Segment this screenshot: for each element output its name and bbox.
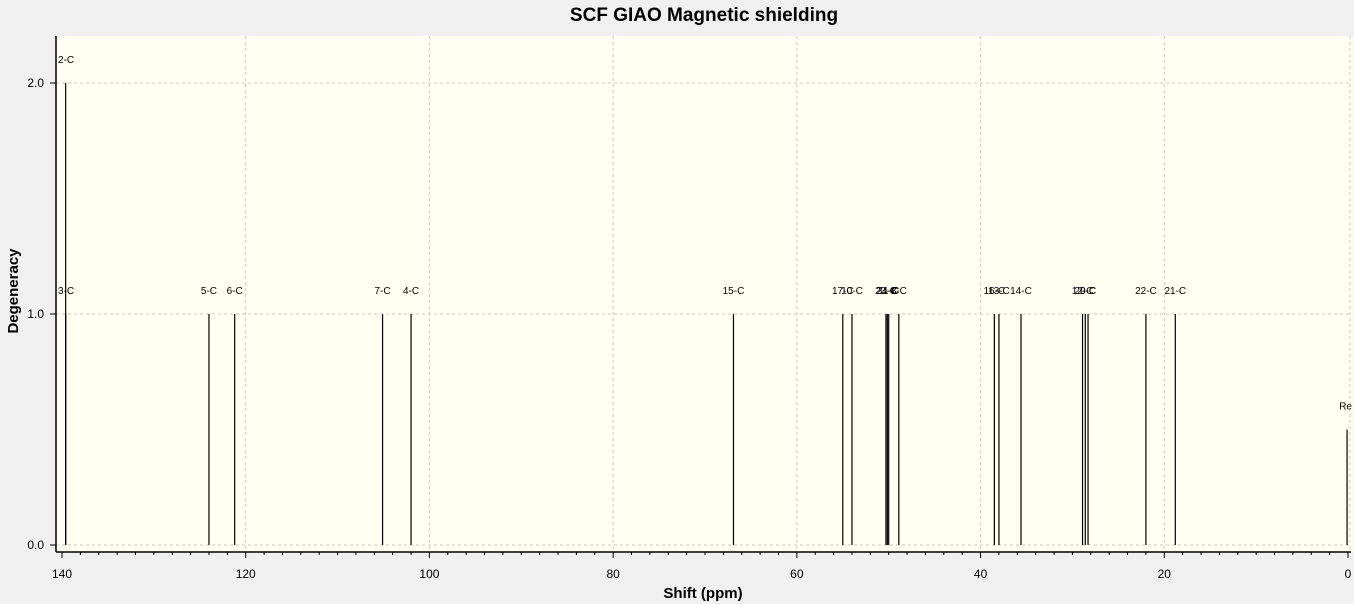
x-tick-label: 40: [974, 567, 988, 581]
peak-label: 12-C: [1072, 286, 1094, 297]
peak-label: 9-C: [1080, 286, 1096, 297]
peak-label: 10-C: [841, 286, 863, 297]
y-tick-label: 1.0: [27, 307, 44, 321]
peak-label: 23-C: [875, 286, 897, 297]
peak-label: 15-C: [723, 286, 745, 297]
y-tick-label: 0.0: [27, 538, 44, 552]
peak-label: 8-C: [891, 286, 907, 297]
peak-label: 6-C: [227, 286, 243, 297]
peak-label: 11-C: [878, 286, 899, 297]
peak-label: 2-C: [58, 55, 74, 66]
y-axis-title: Degeneracy: [5, 248, 22, 334]
x-tick-label: 100: [419, 567, 439, 581]
x-tick-label: 80: [606, 567, 620, 581]
peak-label: 20-C: [1074, 286, 1096, 297]
chart-title: SCF GIAO Magnetic shielding: [570, 5, 838, 26]
gridlines: [56, 36, 1351, 552]
axes: 140 120 100 80 60 40 20 0 0.0 1.0 2.0: [27, 36, 1352, 581]
plot-area: [56, 36, 1353, 552]
peak-label: 14-C: [1010, 286, 1032, 297]
peak-label: 4-C: [403, 286, 419, 297]
peak-label: 16-C: [984, 286, 1006, 297]
peak-label: 7-C: [375, 286, 391, 297]
x-tick-label: 60: [790, 567, 804, 581]
peak-label: 3-C: [58, 286, 74, 297]
peak-label: 21-C: [1164, 286, 1186, 297]
peak-label: 5-C: [201, 286, 217, 297]
x-tick-label: 20: [1158, 567, 1172, 581]
peak-label: 22-C: [1135, 286, 1157, 297]
peak-label: 13-C: [988, 286, 1010, 297]
y-tick-label: 2.0: [27, 76, 44, 90]
x-tick-label: 140: [52, 567, 72, 581]
x-axis-title: Shift (ppm): [663, 585, 742, 602]
peak-label: 17-C: [832, 286, 854, 297]
peak-label: 24-C: [876, 286, 898, 297]
x-tick-label: 120: [236, 567, 256, 581]
peaks: 2-C 3-C 5-C 6-C 7-C 4-C 15-C 17-C10-C 23-C24-C11…: [58, 55, 1352, 545]
x-tick-label: 0: [1345, 567, 1352, 581]
peak-label: Re: [1339, 402, 1352, 413]
